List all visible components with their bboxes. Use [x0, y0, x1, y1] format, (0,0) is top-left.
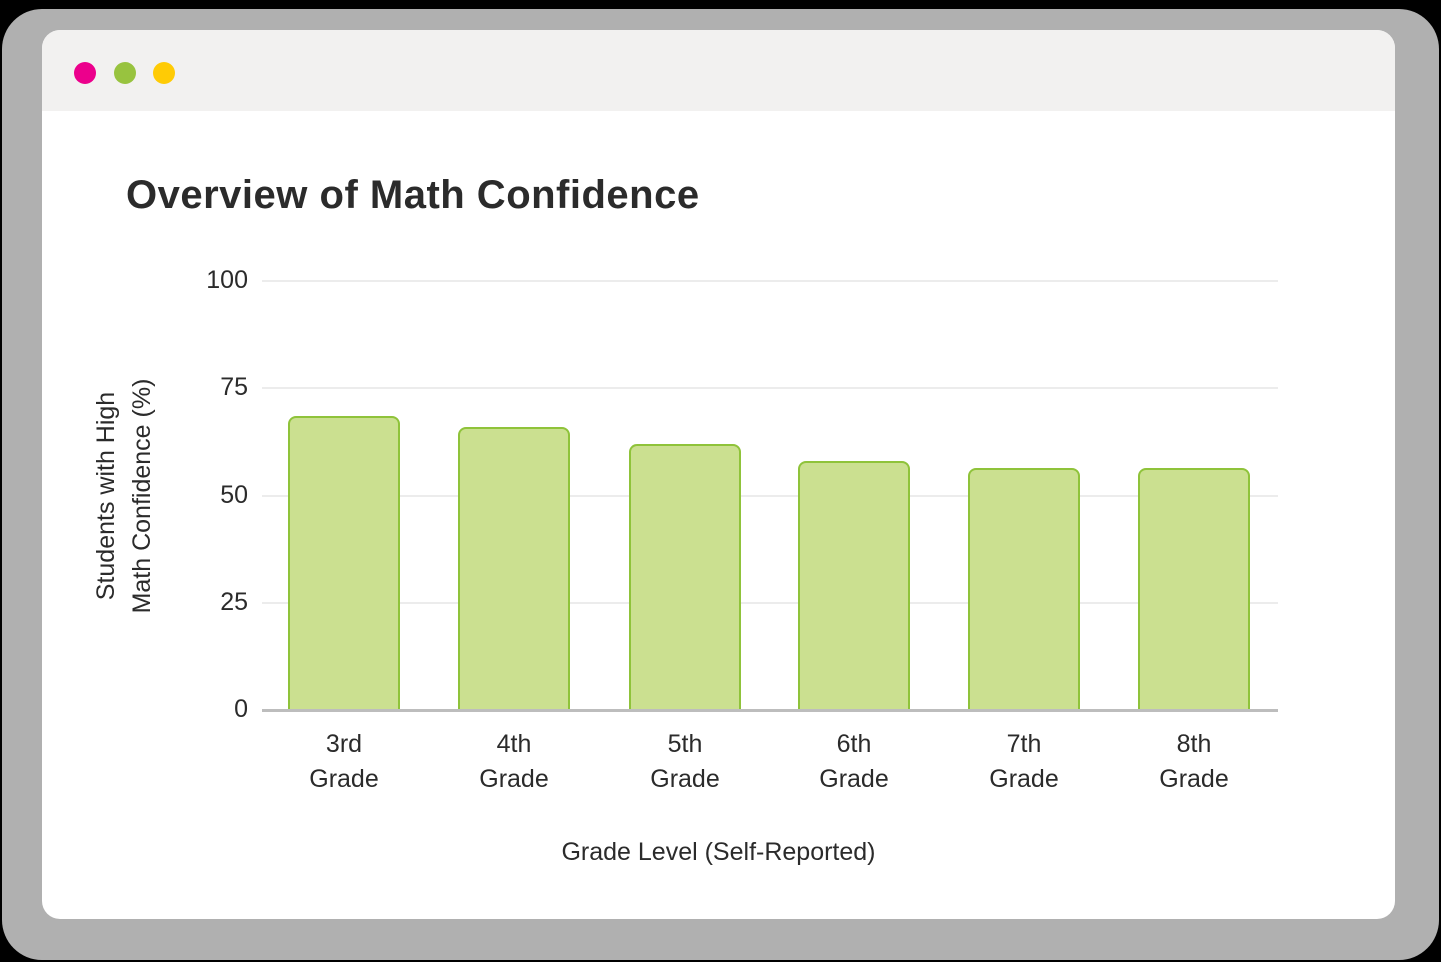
gridline	[262, 601, 1278, 604]
gridline	[262, 494, 1278, 497]
x-tick-label-line-2: Grade	[309, 765, 379, 793]
y-tick-label: 0	[234, 695, 248, 723]
y-tick-label: 100	[206, 266, 248, 294]
bar-7th-grade[interactable]	[968, 467, 1080, 710]
bar-8th-grade[interactable]	[1138, 467, 1250, 710]
app-window: Overview of Math Confidence Students wit…	[42, 30, 1395, 919]
x-tick-label: 6th Grade	[784, 727, 924, 797]
x-tick-label-line-1: 7th	[1006, 730, 1042, 758]
x-tick-label-line-1: 4th	[496, 730, 532, 758]
gridline	[262, 280, 1278, 282]
x-tick-label-line-1: 5th	[667, 730, 703, 758]
y-axis-title: Students with High Math Confidence (%)	[88, 346, 160, 646]
x-tick-label-line-1: 8th	[1176, 730, 1212, 758]
x-tick-label: 4th Grade	[444, 727, 584, 797]
x-tick-label: 3rd Grade	[274, 727, 414, 797]
x-tick-label-line-2: Grade	[989, 765, 1059, 793]
bar-4th-grade[interactable]	[458, 426, 570, 710]
bar-chart: Students with High Math Confidence (%) G…	[42, 30, 1395, 919]
title-bar	[42, 30, 1395, 111]
x-tick-label-line-1: 3rd	[325, 730, 363, 758]
y-tick-label: 75	[220, 373, 248, 402]
x-tick-label-line-2: Grade	[479, 765, 549, 793]
y-tick-label: 50	[220, 480, 248, 509]
bar-3rd-grade[interactable]	[288, 416, 400, 710]
y-axis-title-line-2: Math Confidence (%)	[128, 378, 156, 614]
x-tick-label-line-2: Grade	[650, 765, 720, 793]
x-axis-title: Grade Level (Self-Reported)	[561, 838, 876, 866]
x-tick-label: 8th Grade	[1124, 727, 1264, 797]
x-tick-label-line-2: Grade	[1159, 765, 1229, 793]
x-tick-label-line-1: 6th	[836, 730, 872, 758]
y-tick-label: 25	[220, 587, 248, 616]
x-tick-label: 7th Grade	[954, 727, 1094, 797]
maximize-window-icon[interactable]	[153, 62, 175, 84]
bar-6th-grade[interactable]	[798, 461, 910, 710]
close-window-icon[interactable]	[74, 62, 96, 84]
gridline	[262, 387, 1278, 390]
y-axis-title-line-1: Students with High	[92, 391, 120, 601]
bar-5th-grade[interactable]	[629, 444, 741, 710]
x-tick-label-line-2: Grade	[819, 765, 889, 793]
chart-title: Overview of Math Confidence	[126, 173, 700, 217]
x-tick-label: 5th Grade	[615, 727, 755, 797]
x-axis-line	[262, 709, 1278, 712]
minimize-window-icon[interactable]	[114, 62, 136, 84]
